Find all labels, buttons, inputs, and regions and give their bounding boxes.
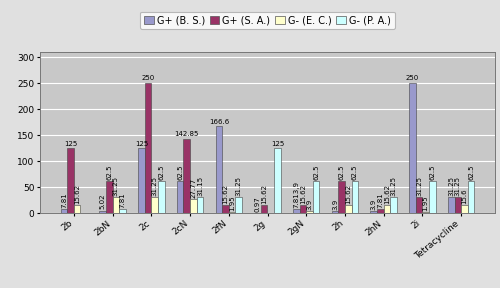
Text: 62.5: 62.5 bbox=[352, 164, 358, 179]
Text: 62.5: 62.5 bbox=[430, 164, 436, 179]
Bar bbox=[177, 181, 184, 213]
Text: 15.62: 15.62 bbox=[300, 184, 306, 204]
Text: 7.81: 7.81 bbox=[378, 192, 384, 208]
Bar bbox=[158, 181, 164, 213]
Legend: G+ (B. S.), G+ (S. A.), G- (E. C.), G- (P. A.): G+ (B. S.), G+ (S. A.), G- (E. C.), G- (… bbox=[140, 12, 395, 29]
Text: 7.81: 7.81 bbox=[120, 192, 126, 208]
Text: 31.25: 31.25 bbox=[448, 176, 454, 196]
Text: 250: 250 bbox=[142, 75, 154, 82]
Bar bbox=[390, 197, 397, 213]
Bar bbox=[74, 205, 80, 213]
Text: 5.02: 5.02 bbox=[100, 194, 105, 209]
Text: 125: 125 bbox=[64, 141, 77, 147]
Text: 142.85: 142.85 bbox=[174, 131, 199, 137]
Text: 31.25: 31.25 bbox=[236, 176, 242, 196]
Text: 7.813,9: 7.813,9 bbox=[294, 181, 300, 208]
Bar bbox=[261, 205, 268, 213]
Bar bbox=[468, 181, 474, 213]
Bar bbox=[119, 209, 126, 213]
Text: 62.5: 62.5 bbox=[106, 164, 112, 179]
Text: 15.62: 15.62 bbox=[384, 184, 390, 204]
Bar bbox=[60, 209, 68, 213]
Bar bbox=[229, 212, 235, 213]
Text: 31.15: 31.15 bbox=[197, 176, 203, 196]
Bar bbox=[313, 181, 320, 213]
Bar bbox=[100, 211, 106, 213]
Text: 3.9: 3.9 bbox=[332, 199, 338, 210]
Text: 62.5: 62.5 bbox=[468, 164, 474, 179]
Text: 1.95: 1.95 bbox=[229, 196, 235, 211]
Bar bbox=[370, 211, 377, 213]
Bar bbox=[216, 126, 222, 213]
Bar bbox=[422, 212, 429, 213]
Bar bbox=[352, 181, 358, 213]
Bar bbox=[338, 181, 345, 213]
Text: 15.62: 15.62 bbox=[222, 184, 228, 204]
Bar bbox=[274, 148, 280, 213]
Text: 1.95: 1.95 bbox=[422, 196, 428, 211]
Text: 31.25: 31.25 bbox=[152, 176, 158, 196]
Bar bbox=[377, 209, 384, 213]
Bar bbox=[384, 205, 390, 213]
Text: 62.5: 62.5 bbox=[313, 164, 319, 179]
Text: 27.77: 27.77 bbox=[190, 177, 196, 198]
Bar bbox=[409, 83, 416, 213]
Bar bbox=[138, 148, 144, 213]
Text: 15.62: 15.62 bbox=[261, 184, 267, 204]
Text: 3.9: 3.9 bbox=[371, 199, 377, 210]
Bar bbox=[68, 148, 74, 213]
Text: 125: 125 bbox=[135, 141, 148, 147]
Text: 62.5: 62.5 bbox=[177, 164, 183, 179]
Bar bbox=[190, 199, 196, 213]
Text: 31.25: 31.25 bbox=[455, 176, 461, 196]
Bar bbox=[293, 209, 300, 213]
Bar bbox=[152, 197, 158, 213]
Bar bbox=[144, 83, 152, 213]
Text: 62.5: 62.5 bbox=[158, 164, 164, 179]
Text: 166.6: 166.6 bbox=[209, 119, 229, 125]
Bar bbox=[416, 197, 422, 213]
Text: 31.25: 31.25 bbox=[390, 176, 396, 196]
Bar bbox=[112, 197, 119, 213]
Text: 15.6: 15.6 bbox=[462, 188, 468, 204]
Text: 62.5: 62.5 bbox=[338, 164, 344, 179]
Text: 0.97: 0.97 bbox=[254, 196, 260, 212]
Bar bbox=[196, 197, 203, 213]
Bar bbox=[429, 181, 436, 213]
Bar bbox=[345, 205, 352, 213]
Text: 125: 125 bbox=[271, 141, 284, 147]
Text: 31.25: 31.25 bbox=[416, 176, 422, 196]
Bar bbox=[106, 181, 112, 213]
Text: 15.62: 15.62 bbox=[74, 184, 80, 204]
Bar bbox=[222, 205, 229, 213]
Text: 15.62: 15.62 bbox=[345, 184, 351, 204]
Bar bbox=[448, 197, 454, 213]
Text: 31.25: 31.25 bbox=[113, 176, 119, 196]
Text: 3.9: 3.9 bbox=[306, 199, 312, 210]
Bar bbox=[184, 139, 190, 213]
Text: 7.81: 7.81 bbox=[61, 192, 67, 208]
Bar bbox=[332, 211, 338, 213]
Bar bbox=[306, 211, 313, 213]
Text: 250: 250 bbox=[406, 75, 419, 82]
Bar bbox=[461, 205, 468, 213]
Bar bbox=[300, 205, 306, 213]
Bar bbox=[454, 197, 461, 213]
Bar bbox=[236, 197, 242, 213]
